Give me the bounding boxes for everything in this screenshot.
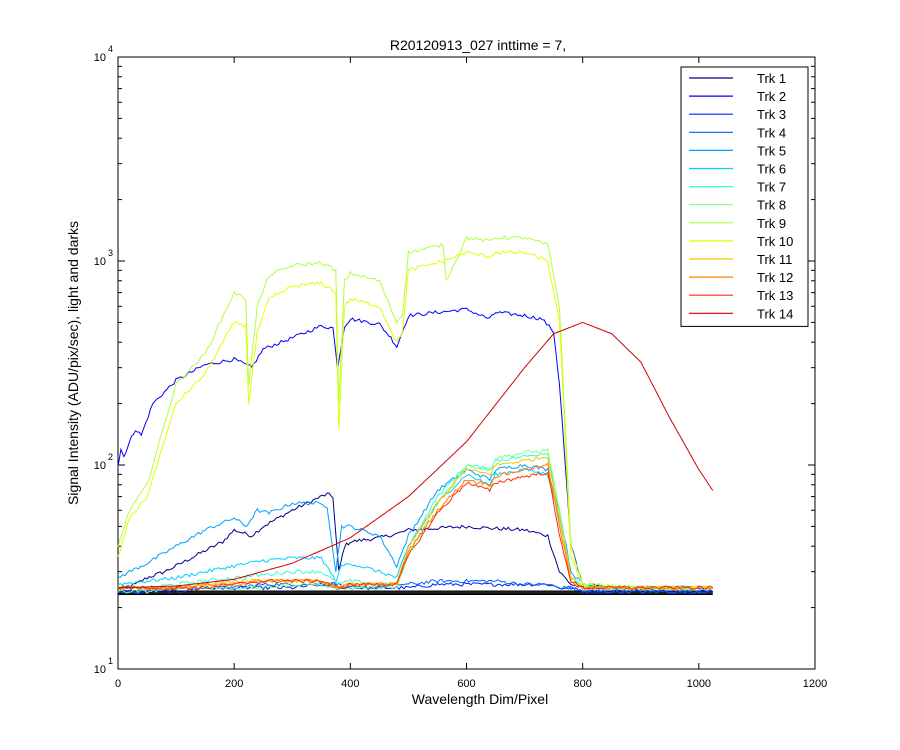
legend-entry: Trk 10 <box>757 234 793 249</box>
legend-entry: Trk 4 <box>757 125 786 140</box>
y-tick-label-exponent: 1 <box>108 656 113 666</box>
y-axis-label: Signal Intensity (ADU/pix/sec), light an… <box>65 221 81 505</box>
x-tick-label: 1000 <box>687 678 711 690</box>
y-tick-label-exponent: 3 <box>108 248 113 258</box>
y-tick-label-base: 10 <box>94 52 106 64</box>
legend-entry: Trk 11 <box>757 252 792 267</box>
legend: Trk 1 Trk 2 Trk 3 Trk 4 Trk 5 Trk 6 Trk 7 Trk 8… <box>680 66 809 327</box>
legend-box <box>680 66 809 327</box>
x-tick-label: 800 <box>573 678 591 690</box>
series-lines <box>117 235 714 595</box>
y-tick-label-base: 10 <box>94 256 106 268</box>
legend-entry: Trk 3 <box>757 107 786 122</box>
x-tick-label: 200 <box>225 678 243 690</box>
x-tick-label: 0 <box>115 678 121 690</box>
series-line-12 <box>117 462 714 591</box>
legend-entry: Trk 5 <box>757 143 786 158</box>
legend-entry: Trk 14 <box>757 306 793 321</box>
chart-title: R20120913_027 inttime = 7, <box>390 37 566 53</box>
legend-entry: Trk 2 <box>757 89 786 104</box>
x-axis-label: Wavelength Dim/Pixel <box>412 691 548 707</box>
x-tick-label: 1200 <box>803 678 827 690</box>
y-tick-label-base: 10 <box>94 460 106 472</box>
y-tick-label-exponent: 4 <box>108 44 113 54</box>
x-tick-label: 600 <box>457 678 475 690</box>
legend-entry: Trk 13 <box>757 288 793 303</box>
x-axis-ticks: 0 200 400 600 800 1000 1200 <box>115 57 827 690</box>
y-tick-label-exponent: 2 <box>108 452 113 462</box>
legend-entry: Trk 12 <box>757 270 793 285</box>
legend-entry: Trk 9 <box>757 216 786 231</box>
legend-entry: Trk 7 <box>757 180 786 195</box>
x-tick-label: 400 <box>341 678 359 690</box>
series-line-11 <box>117 456 713 591</box>
series-line-13 <box>117 471 714 591</box>
legend-entry: Trk 8 <box>757 198 786 213</box>
y-tick-label-base: 10 <box>94 664 106 676</box>
legend-entry: Trk 6 <box>757 162 786 177</box>
series-line-14 <box>118 321 714 589</box>
legend-entry: Trk 1 <box>757 71 786 86</box>
